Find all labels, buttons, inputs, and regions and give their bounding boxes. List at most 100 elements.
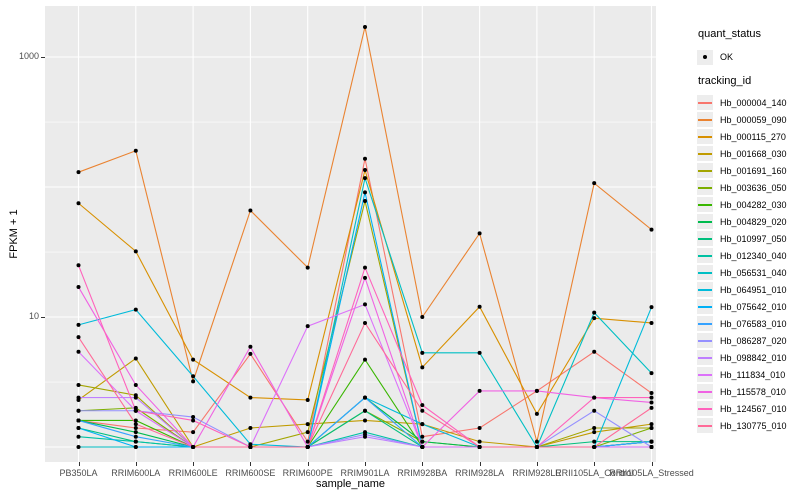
data-point xyxy=(363,156,367,161)
data-point xyxy=(363,275,367,280)
legend: quant_status OK tracking_id Hb_000004_14… xyxy=(697,28,799,434)
data-point xyxy=(592,408,597,413)
data-point xyxy=(592,316,597,321)
legend-entry-label: Hb_001668_030 xyxy=(720,148,787,159)
data-point xyxy=(420,403,425,408)
legend-entry-label: Hb_111834_010 xyxy=(720,369,786,380)
legend-entry-Hb_111834_010: Hb_111834_010 xyxy=(697,366,799,383)
data-point xyxy=(534,439,539,444)
data-point xyxy=(248,344,253,349)
data-point xyxy=(363,190,367,195)
legend-entry-Hb_000115_270: Hb_000115_270 xyxy=(697,128,799,145)
data-point xyxy=(133,445,138,449)
x-tick-mark xyxy=(594,462,596,466)
legend-entry-label: Hb_000115_270 xyxy=(720,131,786,142)
data-point xyxy=(420,439,425,444)
data-point xyxy=(133,249,138,254)
legend-title-quant-status: quant_status xyxy=(698,28,761,40)
x-tick-label-RRIM901LA: RRIM901LA xyxy=(340,468,390,478)
x-tick-mark xyxy=(78,462,80,466)
data-point xyxy=(363,408,367,413)
data-point xyxy=(420,408,425,413)
series-color-line-icon xyxy=(698,152,712,155)
data-point xyxy=(420,350,425,355)
series-color-line-icon xyxy=(698,169,712,172)
data-point xyxy=(133,148,138,153)
legend-entry-Hb_130775_010: Hb_130775_010 xyxy=(697,417,799,434)
data-point xyxy=(363,168,367,173)
data-point xyxy=(363,357,367,362)
data-point xyxy=(477,445,482,449)
data-point xyxy=(363,25,367,30)
x-tick-mark xyxy=(365,462,366,466)
data-point xyxy=(133,434,138,439)
data-point xyxy=(76,349,81,354)
legend-entry-Hb_076583_010: Hb_076583_010 xyxy=(697,315,799,332)
series-color-line-icon xyxy=(698,237,712,240)
legend-entry-Hb_064951_010: Hb_064951_010 xyxy=(697,281,799,298)
data-point xyxy=(305,324,310,329)
legend-entry-Hb_000059_090: Hb_000059_090 xyxy=(697,111,799,128)
legend-entry-label: OK xyxy=(720,52,734,62)
data-point xyxy=(191,418,196,423)
legend-key-box xyxy=(697,95,713,110)
data-point xyxy=(649,445,654,449)
legend-key-box xyxy=(697,197,713,212)
legend-key-box xyxy=(697,265,713,280)
data-point xyxy=(592,430,597,435)
series-color-line-icon xyxy=(698,135,712,138)
plot-panel xyxy=(45,6,656,462)
data-point xyxy=(76,335,81,340)
data-point xyxy=(649,405,654,410)
legend-entry-Hb_003636_050: Hb_003636_050 xyxy=(697,179,799,196)
legend-key-box xyxy=(697,112,713,127)
data-point xyxy=(305,422,310,427)
data-point xyxy=(649,371,654,376)
data-point xyxy=(133,382,138,387)
x-tick-label-PB350LA: PB350LA xyxy=(59,468,98,478)
data-point xyxy=(649,391,654,396)
legend-key-box xyxy=(697,282,713,297)
legend-entry-label: Hb_064951_010 xyxy=(720,284,787,295)
data-point xyxy=(649,320,654,325)
series-color-line-icon xyxy=(698,339,712,342)
y-tick-label-10: 10 xyxy=(28,311,39,321)
data-point xyxy=(592,439,597,444)
data-point xyxy=(592,426,597,431)
y-tick-mark xyxy=(41,317,45,318)
legend-entry-Hb_004282_030: Hb_004282_030 xyxy=(697,196,799,213)
data-point xyxy=(477,426,482,431)
x-tick-mark xyxy=(307,462,309,466)
data-point xyxy=(534,411,539,416)
data-point xyxy=(363,176,367,181)
data-point xyxy=(248,445,253,449)
data-point xyxy=(305,445,310,449)
legend-key-box xyxy=(697,163,713,178)
legend-entry-label: Hb_086287_020 xyxy=(720,335,787,346)
legend-entry-label: Hb_000059_090 xyxy=(720,114,787,125)
data-point xyxy=(191,415,196,420)
data-point xyxy=(363,199,367,204)
x-axis-title: sample_name xyxy=(315,478,386,490)
data-point xyxy=(592,445,597,449)
legend-key-box xyxy=(697,333,713,348)
data-point xyxy=(649,227,654,232)
data-point xyxy=(592,181,597,186)
x-tick-label-RRIM928BA: RRIM928BA xyxy=(397,468,448,478)
series-color-line-icon xyxy=(698,271,712,274)
series-color-line-icon xyxy=(698,186,712,189)
series-color-line-icon xyxy=(698,356,712,359)
series-color-line-icon xyxy=(698,407,712,410)
series-color-line-icon xyxy=(698,390,712,393)
data-point xyxy=(363,320,367,325)
legend-key-box xyxy=(697,367,713,382)
legend-entry-Hb_075642_010: Hb_075642_010 xyxy=(697,298,799,315)
data-point xyxy=(76,201,81,206)
series-color-line-icon xyxy=(698,118,712,121)
legend-entry-label: Hb_130775_010 xyxy=(720,420,787,431)
legend-key-box xyxy=(697,146,713,161)
legend-key-box xyxy=(697,248,713,263)
data-point xyxy=(76,382,81,387)
legend-entry-label: Hb_000004_140 xyxy=(720,97,787,108)
